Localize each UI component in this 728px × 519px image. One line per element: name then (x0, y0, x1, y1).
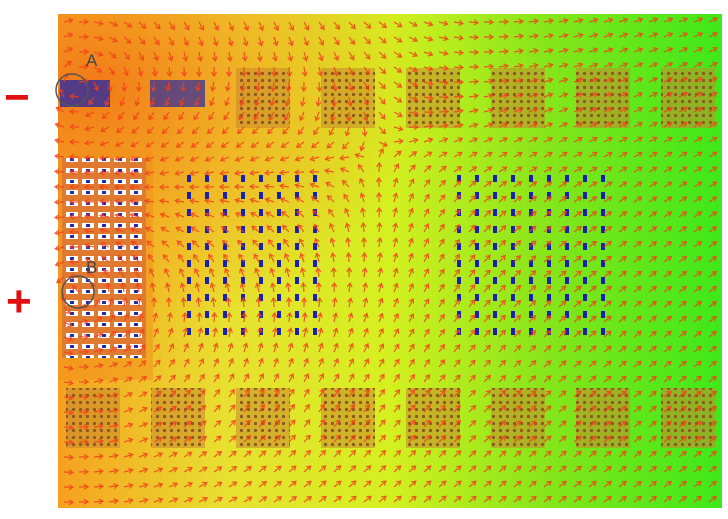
pad-a (60, 80, 110, 107)
via-array (455, 170, 605, 335)
bga-pad (661, 68, 715, 128)
bga-pad (236, 68, 290, 128)
minus-sign: − (4, 73, 30, 122)
probe-circle-a (55, 73, 89, 107)
current-arrows (53, 17, 719, 506)
label-a: A (86, 51, 98, 70)
plus-sign: + (6, 277, 32, 326)
bga-pad (576, 68, 630, 128)
label-b: B (86, 258, 97, 277)
bga-pad (576, 388, 630, 448)
bga-pad (321, 388, 375, 448)
probe-circle-b (61, 275, 95, 309)
bga-pad (491, 68, 545, 128)
via-array (180, 170, 330, 335)
bga-pad (66, 388, 120, 448)
bga-pad (661, 388, 715, 448)
